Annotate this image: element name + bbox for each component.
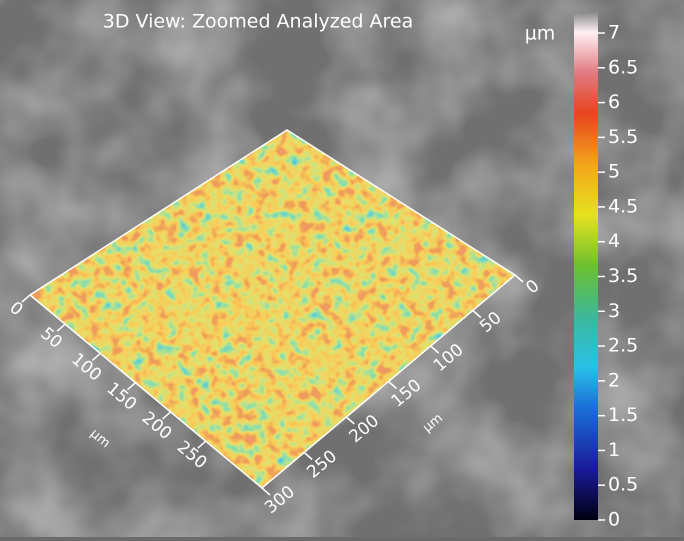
colorbar-tick-label: 1	[608, 439, 620, 461]
colorbar-tick-label: 6	[608, 91, 620, 113]
title: 3D View: Zoomed Analyzed Area	[103, 11, 414, 33]
colorbar	[574, 12, 598, 520]
colorbar-tick-label: 6.5	[608, 56, 638, 78]
colorbar-tick-label: 1.5	[608, 404, 638, 426]
page: 3D View: Zoomed Analyzed Area µm µm µm 0…	[0, 0, 684, 537]
colorbar-tick-label: 0	[608, 509, 620, 531]
colorbar-tick-label: 2.5	[608, 335, 638, 357]
colorbar-tick-label: 3.5	[608, 265, 638, 287]
colorbar-tick-label: 2	[608, 369, 620, 391]
colorbar-tick-label: 5.5	[608, 126, 638, 148]
colorbar-tick-label: 4.5	[608, 195, 638, 217]
figure: 3D View: Zoomed Analyzed Area µm µm µm 0…	[0, 0, 684, 537]
colorbar-tick-label: 0.5	[608, 474, 638, 496]
colorbar-unit: µm	[525, 23, 556, 45]
colorbar-tick-label: 4	[608, 230, 620, 252]
colorbar-tick-label: 7	[608, 22, 620, 44]
colorbar-tick-label: 3	[608, 300, 620, 322]
colorbar-tick-label: 5	[608, 161, 620, 183]
